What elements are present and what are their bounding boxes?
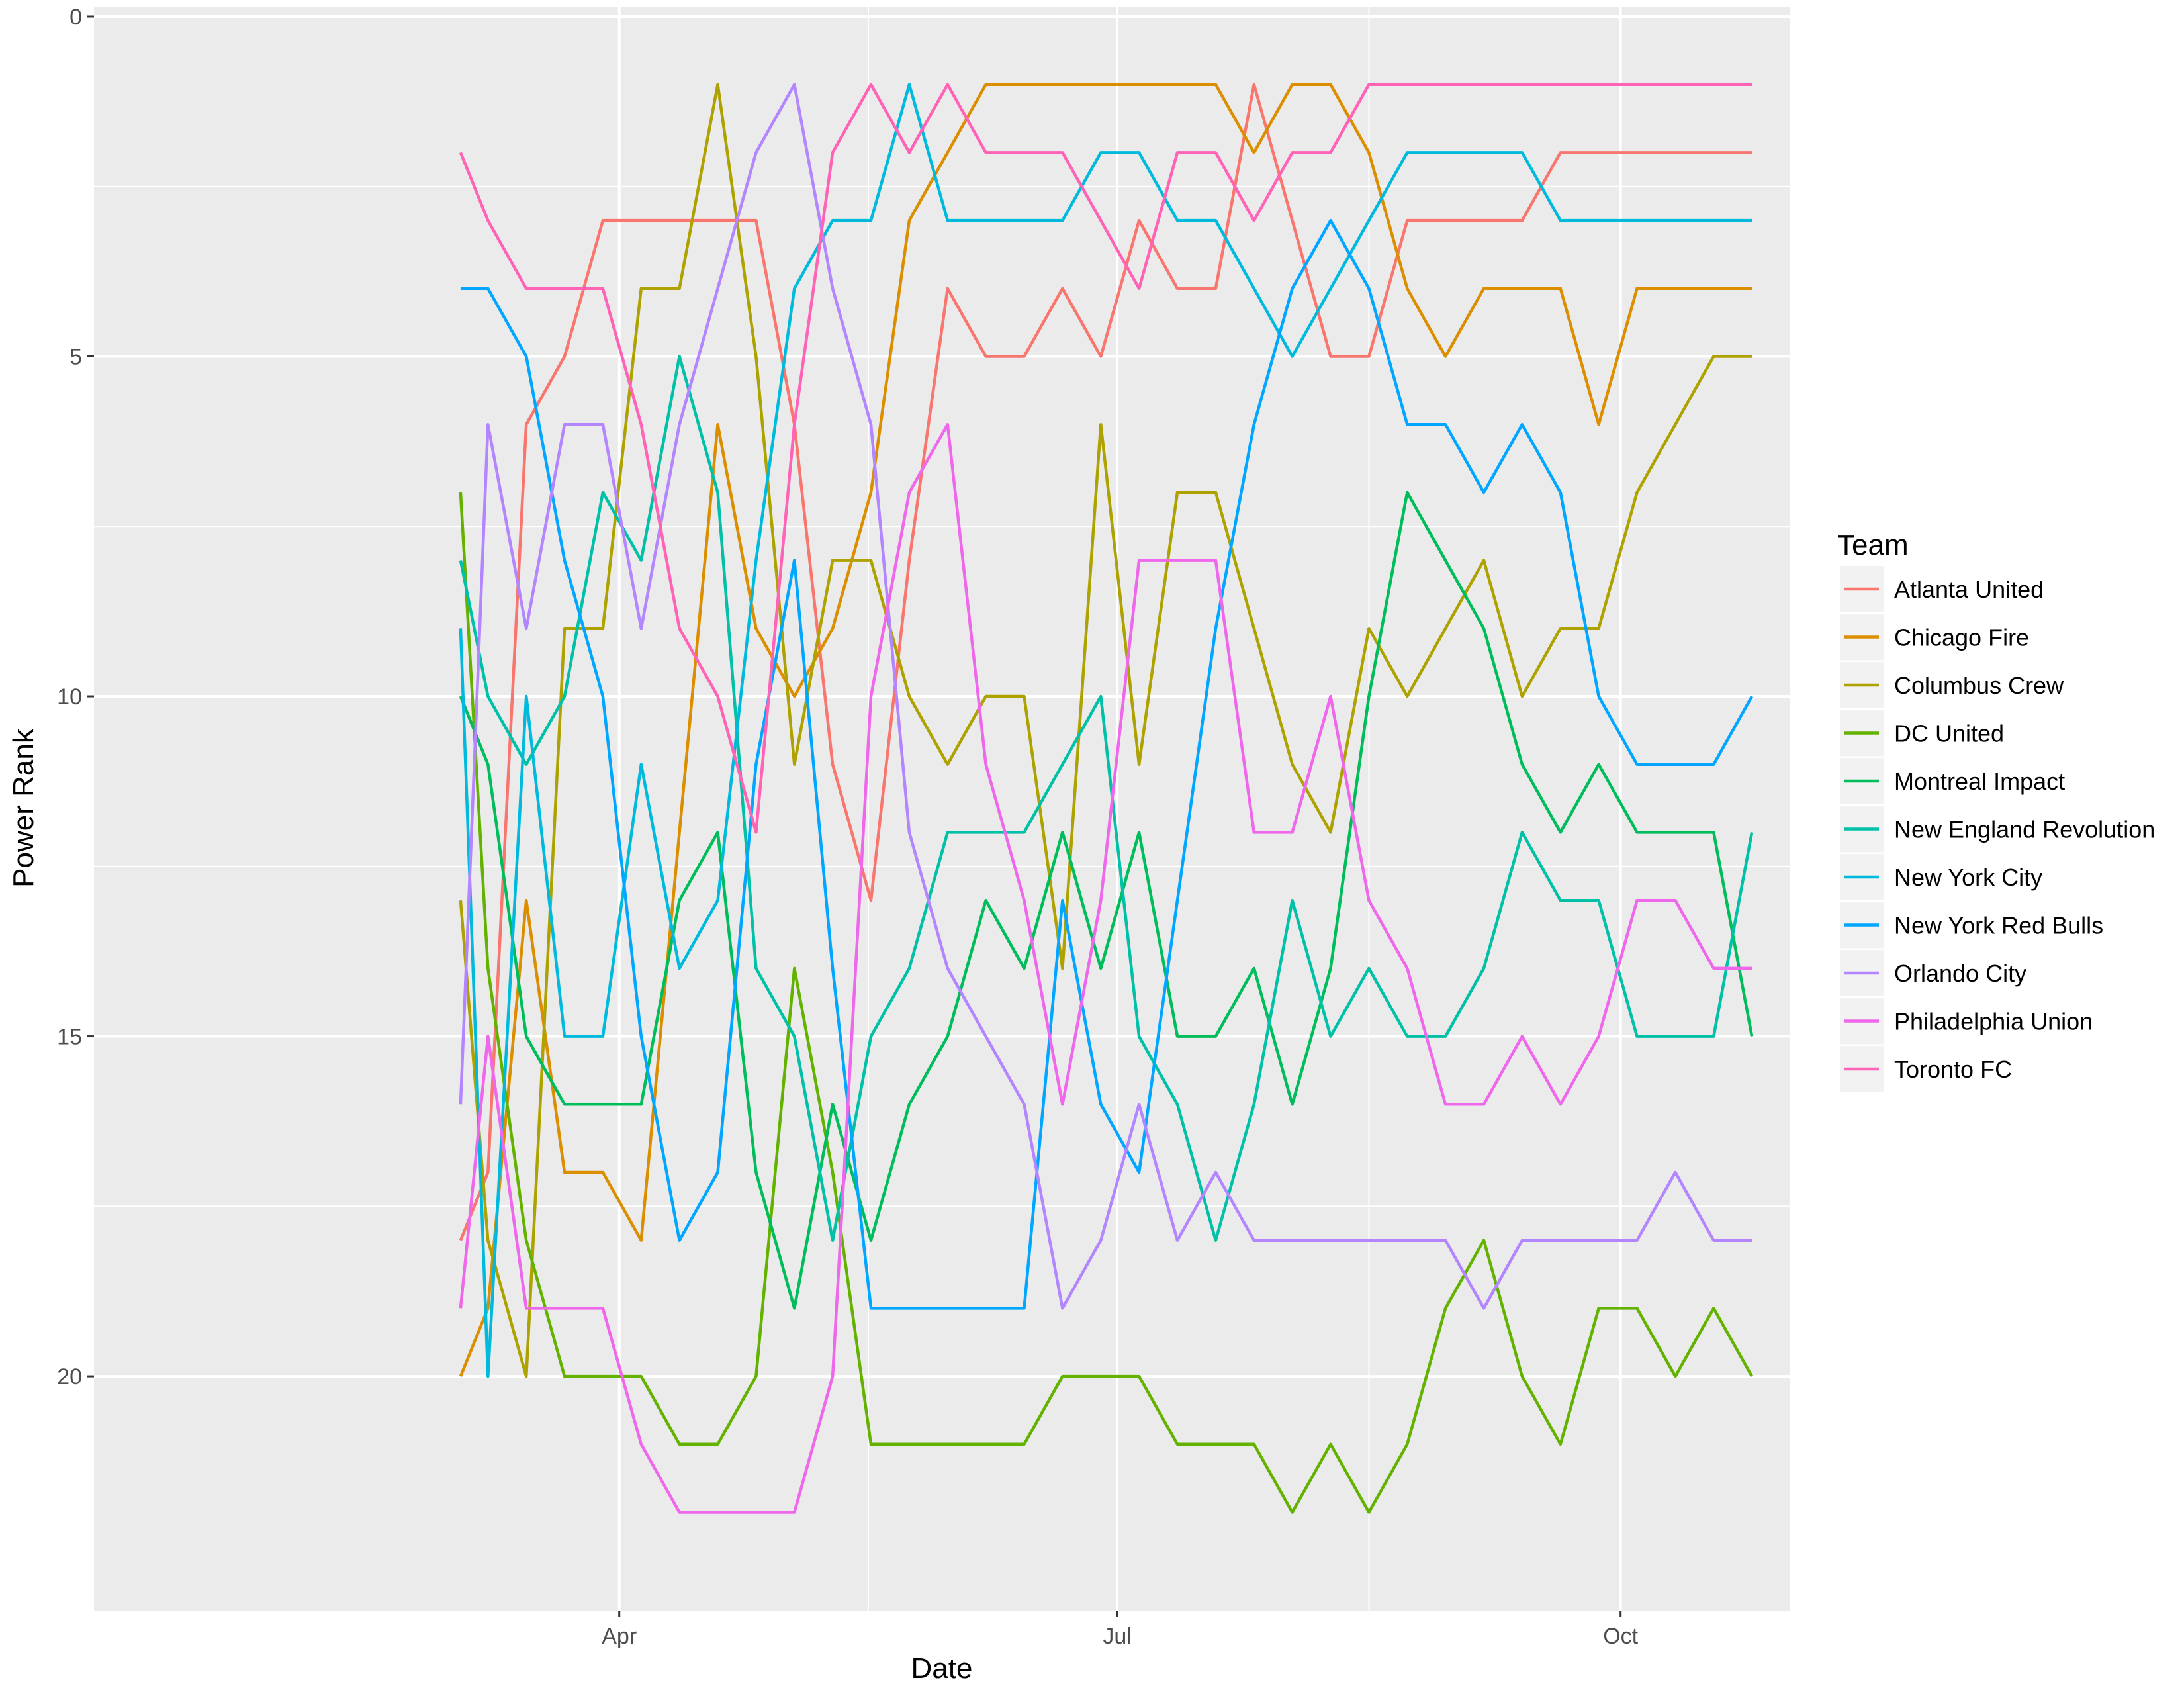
series-line-new-england-revolution — [459, 355, 1754, 1242]
x-axis-title: Date — [911, 1652, 973, 1685]
legend-label: Toronto FC — [1894, 1056, 2012, 1083]
minor-gridlines — [94, 7, 1790, 1611]
legend-label: New York City — [1894, 864, 2042, 891]
legend-label: DC United — [1894, 720, 2004, 747]
x-axis: Apr Jul Oct — [602, 1611, 1639, 1649]
series-line-columbus-crew — [459, 83, 1752, 1378]
legend: Team Atlanta United Chicago Fire Columbus … — [1837, 529, 2155, 1092]
legend-label: Philadelphia Union — [1894, 1008, 2093, 1035]
y-tick-label: 15 — [57, 1025, 82, 1050]
x-tick-label: Jul — [1103, 1624, 1131, 1649]
legend-label: Columbus Crew — [1894, 672, 2064, 699]
legend-label: New York Red Bulls — [1894, 912, 2103, 939]
x-tick-label: Oct — [1603, 1624, 1638, 1649]
series-line-atlanta-united — [459, 83, 1752, 1241]
plot-panel — [94, 7, 1790, 1611]
y-tick-label: 5 — [69, 345, 82, 370]
legend-label: New England Revolution — [1894, 816, 2155, 843]
series-line-montreal-impact — [459, 491, 1754, 1310]
y-axis-title: Power Rank — [7, 728, 40, 888]
major-gridlines — [94, 7, 1790, 1611]
series-line-dc-united — [459, 492, 1754, 1514]
series-lines — [459, 83, 1754, 1514]
y-tick-label: 20 — [57, 1364, 82, 1389]
series-line-orlando-city — [459, 83, 1752, 1310]
x-tick-label: Apr — [602, 1624, 637, 1649]
y-tick-label: 0 — [69, 5, 82, 30]
y-axis: 0 5 10 15 20 — [57, 5, 94, 1389]
series-line-toronto-fc — [459, 83, 1752, 834]
series-line-new-york-city — [459, 83, 1752, 1378]
legend-title: Team — [1837, 529, 1909, 561]
series-line-philadelphia-union — [459, 422, 1752, 1514]
y-tick-label: 10 — [57, 684, 82, 710]
legend-label: Atlanta United — [1894, 576, 2044, 603]
legend-label: Orlando City — [1894, 960, 2026, 987]
legend-label: Montreal Impact — [1894, 768, 2065, 795]
legend-label: Chicago Fire — [1894, 624, 2029, 651]
series-line-new-york-red-bulls — [460, 218, 1754, 1310]
